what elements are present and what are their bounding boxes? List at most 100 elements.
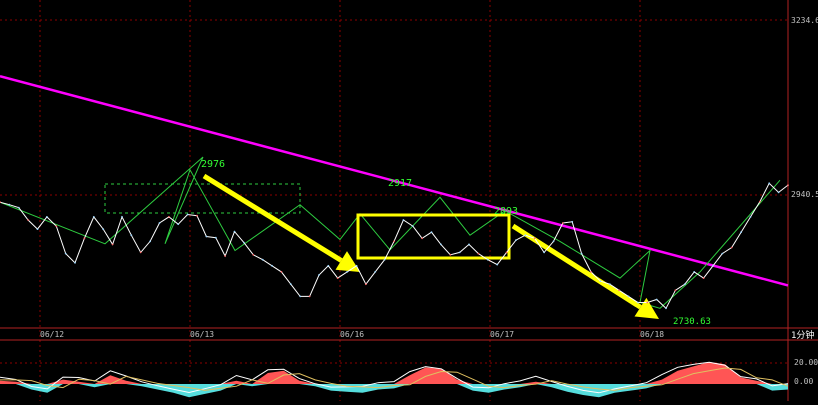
price-point [196,214,198,217]
arrow-shaft [202,173,343,263]
price-point [411,225,414,228]
price-point [637,301,639,304]
arrow-head [335,251,360,272]
price-point [205,235,208,238]
price-point [759,200,761,203]
price-point [139,251,142,254]
price-point [168,216,170,218]
price-point [346,271,348,273]
price-point [74,261,76,264]
price-point [749,216,752,218]
price-point [449,253,452,256]
price-point [355,264,358,267]
price-point [289,283,292,286]
price-point [571,220,574,223]
price-point [224,255,227,257]
price-point [158,222,161,224]
price-point [608,283,611,286]
price-point [702,277,705,279]
price-point [468,243,470,246]
price-point [552,240,555,243]
interval-label: 1分钟 [791,329,814,341]
price-point [92,216,95,218]
trend-line [0,75,789,287]
price-point [533,237,536,240]
price-point [243,241,245,244]
price-point [299,295,302,298]
price-point [693,271,696,273]
price-point [477,252,480,255]
x-tick-label: 06/17 [490,330,514,339]
price-point [730,246,733,249]
price-point [336,277,339,279]
price-point [646,301,649,304]
price-point [36,228,39,231]
price-annotation: 2917 [388,178,412,189]
down-arrow-1 [202,173,360,272]
price-point [186,213,189,216]
x-tick-label: 06/13 [190,330,214,339]
consolidation-box-dashed [104,183,301,214]
price-point [524,234,527,237]
price-point [440,243,442,246]
oscillator-tick-label: 0.00 [794,377,813,386]
zigzag-line [0,156,781,309]
axis-labels: 2976 2917 2893 2730.63 3234.6 2940.5 20.00 0.00… [40,16,818,386]
price-point [8,203,11,206]
price-point [712,264,714,267]
price-point [590,271,592,273]
price-point [421,237,423,240]
price-point [252,253,255,256]
price-point [777,191,780,194]
price-point [496,263,499,266]
price-point [0,201,1,204]
price-point [261,258,264,261]
price-point [683,283,686,286]
price-point [562,222,564,224]
price-point [46,216,48,218]
price-point [271,264,273,267]
price-point [121,216,123,218]
arrow-shaft [511,223,642,310]
grid [0,0,788,401]
price-point [55,225,58,228]
price-point [674,289,677,292]
price-point [627,295,630,298]
price-point [64,252,67,255]
price-point [655,298,658,301]
x-tick-label: 06/16 [340,330,364,339]
price-point [102,228,105,231]
price-annotation: 2976 [201,159,225,170]
price-point [665,307,667,310]
highlight-box [356,213,511,260]
x-tick-label: 06/18 [640,330,664,339]
price-point [430,231,433,234]
price-point [383,258,386,261]
price-point [233,230,236,233]
price-point [787,184,789,187]
price-point [543,251,545,254]
annotations-layer [0,75,789,319]
price-point [486,258,489,261]
price-point [130,234,133,237]
price-point [618,289,620,292]
price-point [740,231,742,234]
price-point [721,252,724,255]
price-point [280,271,283,273]
price-point [214,236,217,239]
y-tick-label: 2940.5 [791,190,818,199]
price-point [393,240,395,243]
price-point [149,240,152,243]
price-point [327,264,330,267]
price-point [27,219,29,221]
oscillator-positive-area [0,362,788,384]
price-point [83,237,86,240]
oscillator-panel [0,361,789,398]
price-point [318,274,320,276]
down-arrow-2 [511,223,659,319]
price-point [505,251,508,254]
oscillator-tick-label: 20.00 [794,358,818,367]
